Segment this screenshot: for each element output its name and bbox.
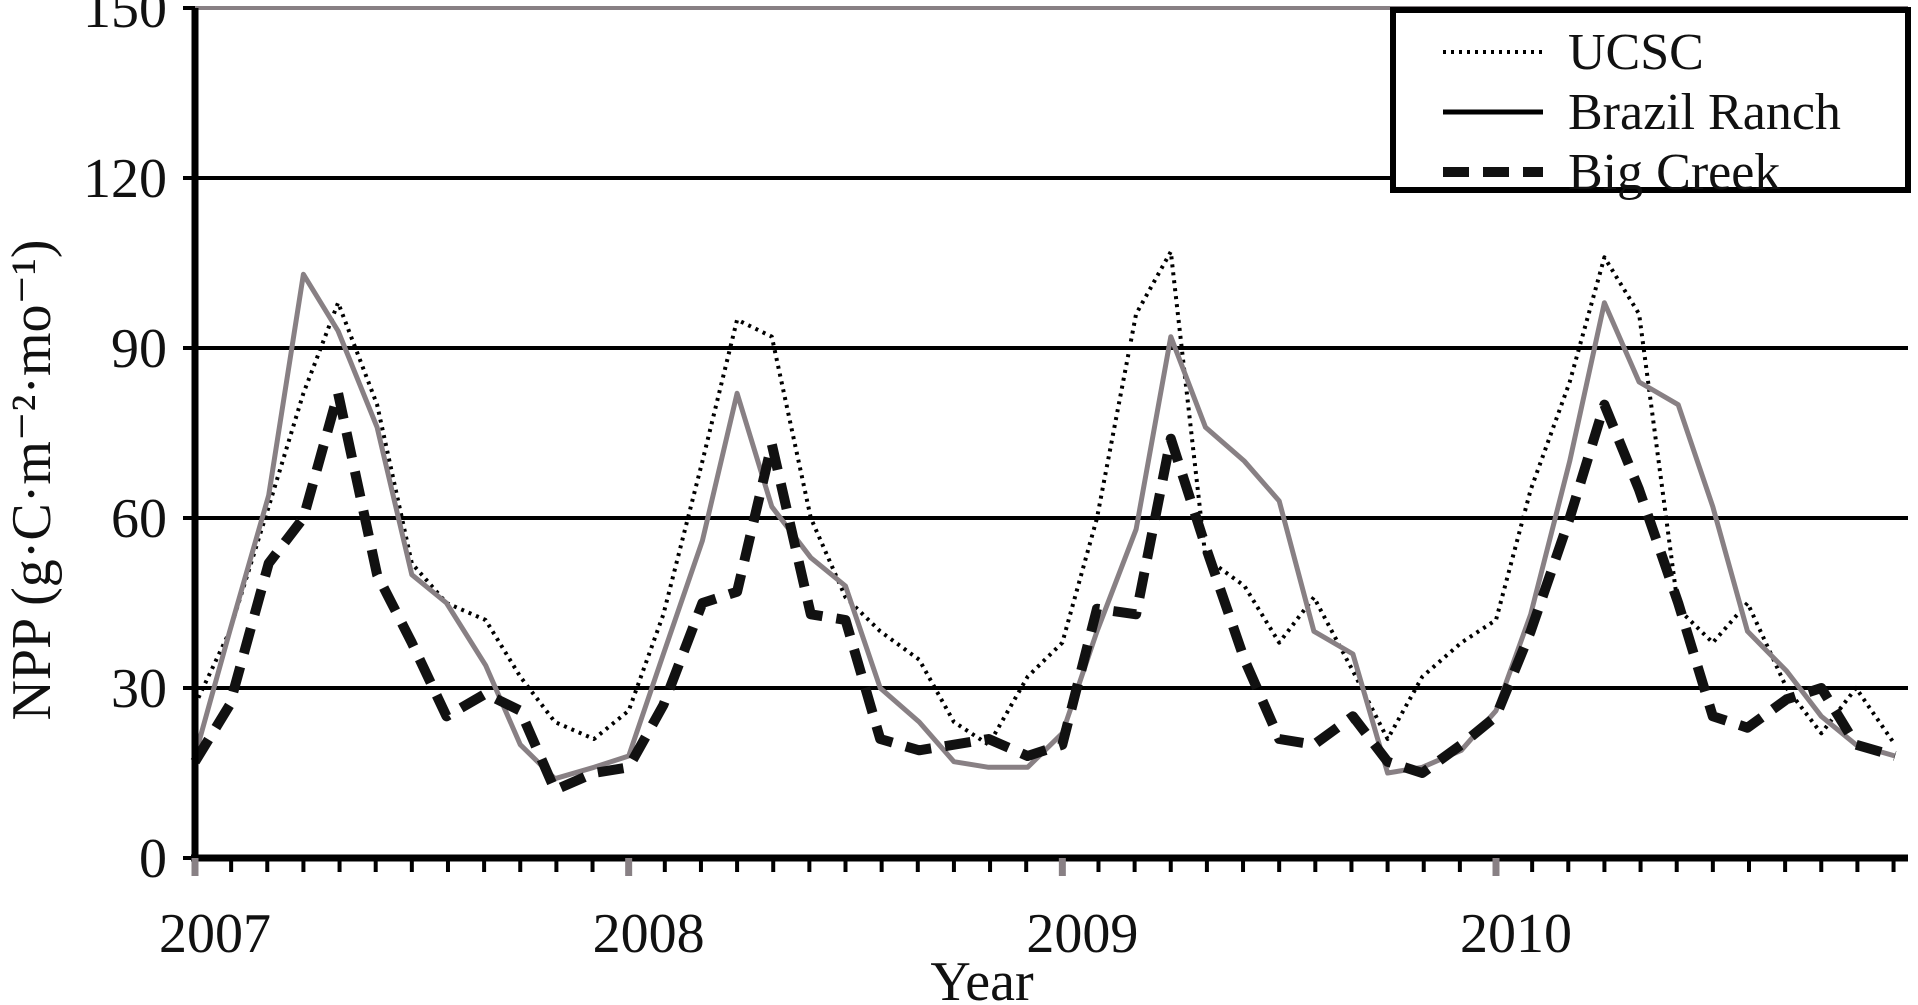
x-axis-title: Year [930,951,1034,1005]
y-axis-title: NPP (g·C·m⁻²·mo⁻¹) [1,239,63,720]
legend-label-brazil-ranch: Brazil Ranch [1568,84,1841,141]
x-tick-label-2009: 2009 [1026,903,1138,965]
x-tick-label-2008: 2008 [593,903,705,965]
y-tick-label-90: 90 [111,318,167,380]
series-line-ucsc [193,249,1897,747]
x-tick-label-2007: 2007 [159,903,271,965]
legend-label-big-creek: Big Creek [1568,144,1780,201]
y-tick-label-0: 0 [139,828,167,890]
axes [183,6,1908,876]
legend-label-ucsc: UCSC [1568,24,1704,81]
y-tick-label-60: 60 [111,488,167,550]
legend-box [1390,7,1911,193]
y-tick-label-120: 120 [83,148,167,210]
series-line-big-creek [190,388,1897,795]
series-lines [190,249,1897,795]
y-tick-label-150: 150 [83,0,167,40]
y-tick-label-30: 30 [111,658,167,720]
x-tick-label-2010: 2010 [1460,903,1572,965]
tick-labels: 0 30 60 90 120 150 2007 2008 2009 2010 [83,0,1572,965]
